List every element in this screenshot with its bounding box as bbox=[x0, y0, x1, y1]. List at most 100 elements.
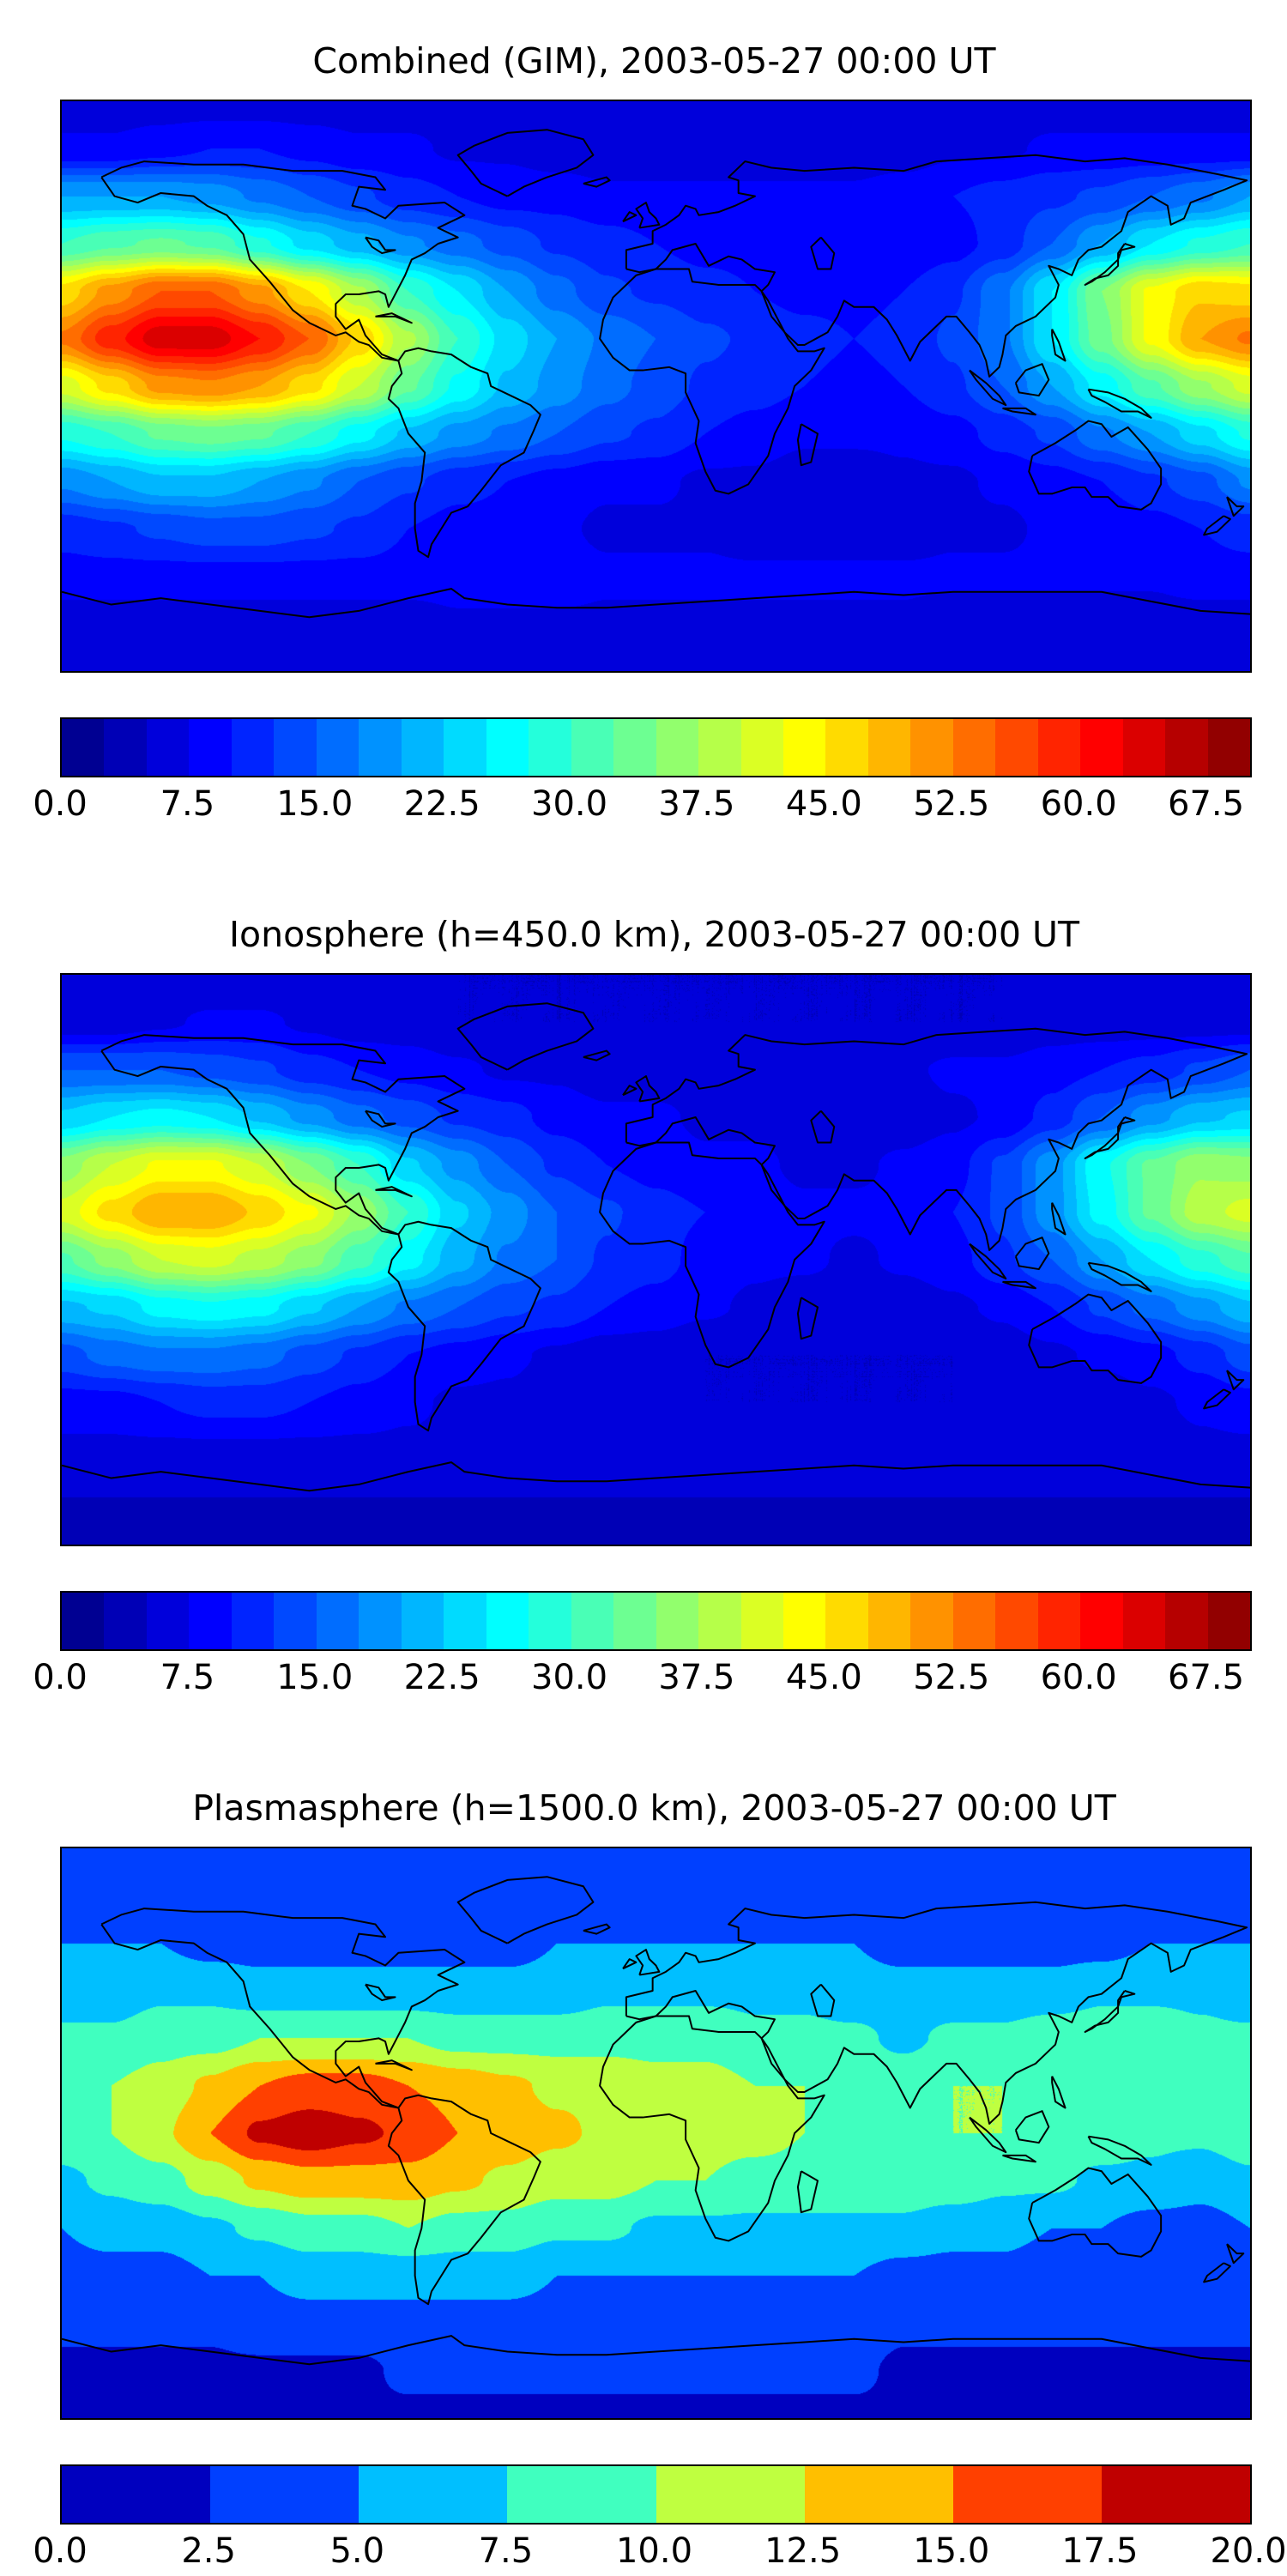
colorbar-segment bbox=[529, 719, 571, 776]
coastline-path bbox=[811, 238, 834, 269]
coastline-path bbox=[62, 2336, 1250, 2364]
colorbar-tick-label: 52.5 bbox=[913, 1658, 990, 1697]
colorbar-segment bbox=[1101, 2466, 1250, 2523]
colorbar-tick-label: 2.5 bbox=[181, 2531, 236, 2571]
colorbar-segment bbox=[1037, 719, 1081, 776]
coastline-path bbox=[101, 1035, 464, 1234]
colorbar-tick-label: 67.5 bbox=[1168, 1658, 1245, 1697]
colorbar-ticks-ionosphere: 0.0 7.5 15.0 22.5 30.0 37.5 45.0 52.5 60.0 67.5 bbox=[33, 1656, 1248, 1702]
colorbar-segment bbox=[613, 1593, 656, 1649]
colorbar-tick-label: 22.5 bbox=[403, 784, 480, 824]
colorbar-segment bbox=[867, 1593, 911, 1649]
colorbar-segment bbox=[529, 1593, 571, 1649]
coastline-path bbox=[375, 313, 411, 323]
coastline-path bbox=[583, 1051, 610, 1061]
coastline-path bbox=[101, 161, 464, 360]
colorbar-segment bbox=[804, 2466, 953, 2523]
coastline-path bbox=[389, 1222, 541, 1430]
colorbar-segment bbox=[571, 719, 614, 776]
coastline-path bbox=[1029, 2168, 1161, 2257]
panel-title-combined: Combined (GIM), 2003-05-27 00:00 UT bbox=[312, 40, 996, 82]
coastline-path bbox=[1052, 330, 1065, 361]
coastline-path bbox=[366, 1985, 396, 2000]
coastline-path bbox=[1085, 1117, 1135, 1158]
coastline-path bbox=[1052, 2077, 1065, 2108]
colorbar-segment bbox=[825, 719, 868, 776]
coastline-path bbox=[1227, 2244, 1243, 2263]
coastline-path bbox=[375, 1187, 411, 1196]
colorbar-tick-label: 37.5 bbox=[658, 1658, 735, 1697]
coastline-path bbox=[1029, 421, 1161, 510]
coastline-path bbox=[458, 130, 594, 196]
colorbar-tick-label: 7.5 bbox=[160, 1658, 215, 1697]
colorbar-segment bbox=[952, 2466, 1102, 2523]
coastline-path bbox=[811, 1985, 834, 2017]
coastline-path bbox=[583, 178, 610, 187]
coastline-path bbox=[1002, 1282, 1035, 1288]
coastline-path bbox=[1204, 2263, 1230, 2282]
colorbar-tick-label: 20.0 bbox=[1210, 2531, 1287, 2571]
colorbar-ionosphere bbox=[60, 1591, 1252, 1651]
coastline-path bbox=[636, 1950, 659, 1975]
colorbar-tick-label: 60.0 bbox=[1040, 1658, 1117, 1697]
colorbar-segment bbox=[444, 719, 486, 776]
colorbar-segment bbox=[359, 1593, 402, 1649]
colorbar-segment bbox=[1207, 1593, 1251, 1649]
colorbar-segment bbox=[401, 719, 444, 776]
colorbar-segment bbox=[507, 2466, 656, 2523]
colorbar-segment bbox=[952, 1593, 996, 1649]
map-plasmasphere bbox=[60, 1847, 1252, 2420]
colorbar-segment bbox=[782, 719, 826, 776]
colorbar-tick-label: 60.0 bbox=[1040, 784, 1117, 824]
map-canvas-combined bbox=[62, 101, 1250, 671]
coastline-path bbox=[375, 2060, 411, 2070]
colorbar-tick-label: 17.5 bbox=[1061, 2531, 1139, 2571]
colorbar-segment bbox=[1165, 719, 1208, 776]
colorbar-segment bbox=[104, 719, 147, 776]
coastline-path bbox=[600, 269, 825, 494]
coastline-path bbox=[1016, 2111, 1048, 2143]
colorbar-segment bbox=[189, 1593, 232, 1649]
colorbar-tick-label: 7.5 bbox=[478, 2531, 534, 2571]
colorbar-tick-label: 45.0 bbox=[785, 784, 862, 824]
colorbar-segment bbox=[740, 719, 783, 776]
coastline-path bbox=[636, 1076, 659, 1102]
colorbar-segment bbox=[486, 719, 529, 776]
colorbar-segment bbox=[782, 1593, 826, 1649]
colorbar-segment bbox=[698, 719, 741, 776]
colorbar-segment bbox=[656, 1593, 699, 1649]
colorbar-plasmasphere bbox=[60, 2464, 1252, 2525]
colorbar-segment bbox=[359, 2466, 508, 2523]
colorbar-segment bbox=[571, 1593, 614, 1649]
coastline-path bbox=[1052, 1203, 1065, 1235]
colorbar-segment bbox=[62, 2466, 211, 2523]
coastline-path bbox=[1029, 1295, 1161, 1383]
coastline-path bbox=[798, 1297, 818, 1339]
colorbar-tick-label: 15.0 bbox=[913, 2531, 990, 2571]
colorbar-segment bbox=[1165, 1593, 1208, 1649]
coastline-path bbox=[1085, 1991, 1135, 2032]
colorbar-segment bbox=[486, 1593, 529, 1649]
colorbar-segment bbox=[189, 719, 232, 776]
coastline-path bbox=[623, 212, 636, 221]
colorbar-tick-label: 30.0 bbox=[531, 784, 608, 824]
map-ionosphere bbox=[60, 973, 1252, 1546]
colorbar-tick-label: 0.0 bbox=[33, 2531, 88, 2571]
coastline-overlay bbox=[62, 1848, 1250, 2418]
colorbar-segment bbox=[359, 719, 402, 776]
coastline-path bbox=[1227, 497, 1243, 516]
colorbar-tick-label: 45.0 bbox=[785, 1658, 862, 1697]
coastline-path bbox=[626, 155, 1247, 377]
colorbar-ticks-combined: 0.0 7.5 15.0 22.5 30.0 37.5 45.0 52.5 60.0 67.5 bbox=[33, 783, 1248, 829]
panel-ionosphere: Ionosphere (h=450.0 km), 2003-05-27 00:0… bbox=[0, 913, 1287, 1702]
map-canvas-ionosphere bbox=[62, 975, 1250, 1545]
colorbar-ticks-plasmasphere: 0.0 2.5 5.0 7.5 10.0 12.5 15.0 17.5 20.0 bbox=[33, 2530, 1286, 2576]
coastline-path bbox=[798, 424, 818, 465]
coastline-path bbox=[626, 1902, 1247, 2124]
colorbar-combined bbox=[60, 717, 1252, 777]
colorbar-segment bbox=[1037, 1593, 1081, 1649]
colorbar-tick-label: 7.5 bbox=[160, 784, 215, 824]
coastline-path bbox=[626, 1029, 1247, 1250]
colorbar-segment bbox=[146, 1593, 190, 1649]
